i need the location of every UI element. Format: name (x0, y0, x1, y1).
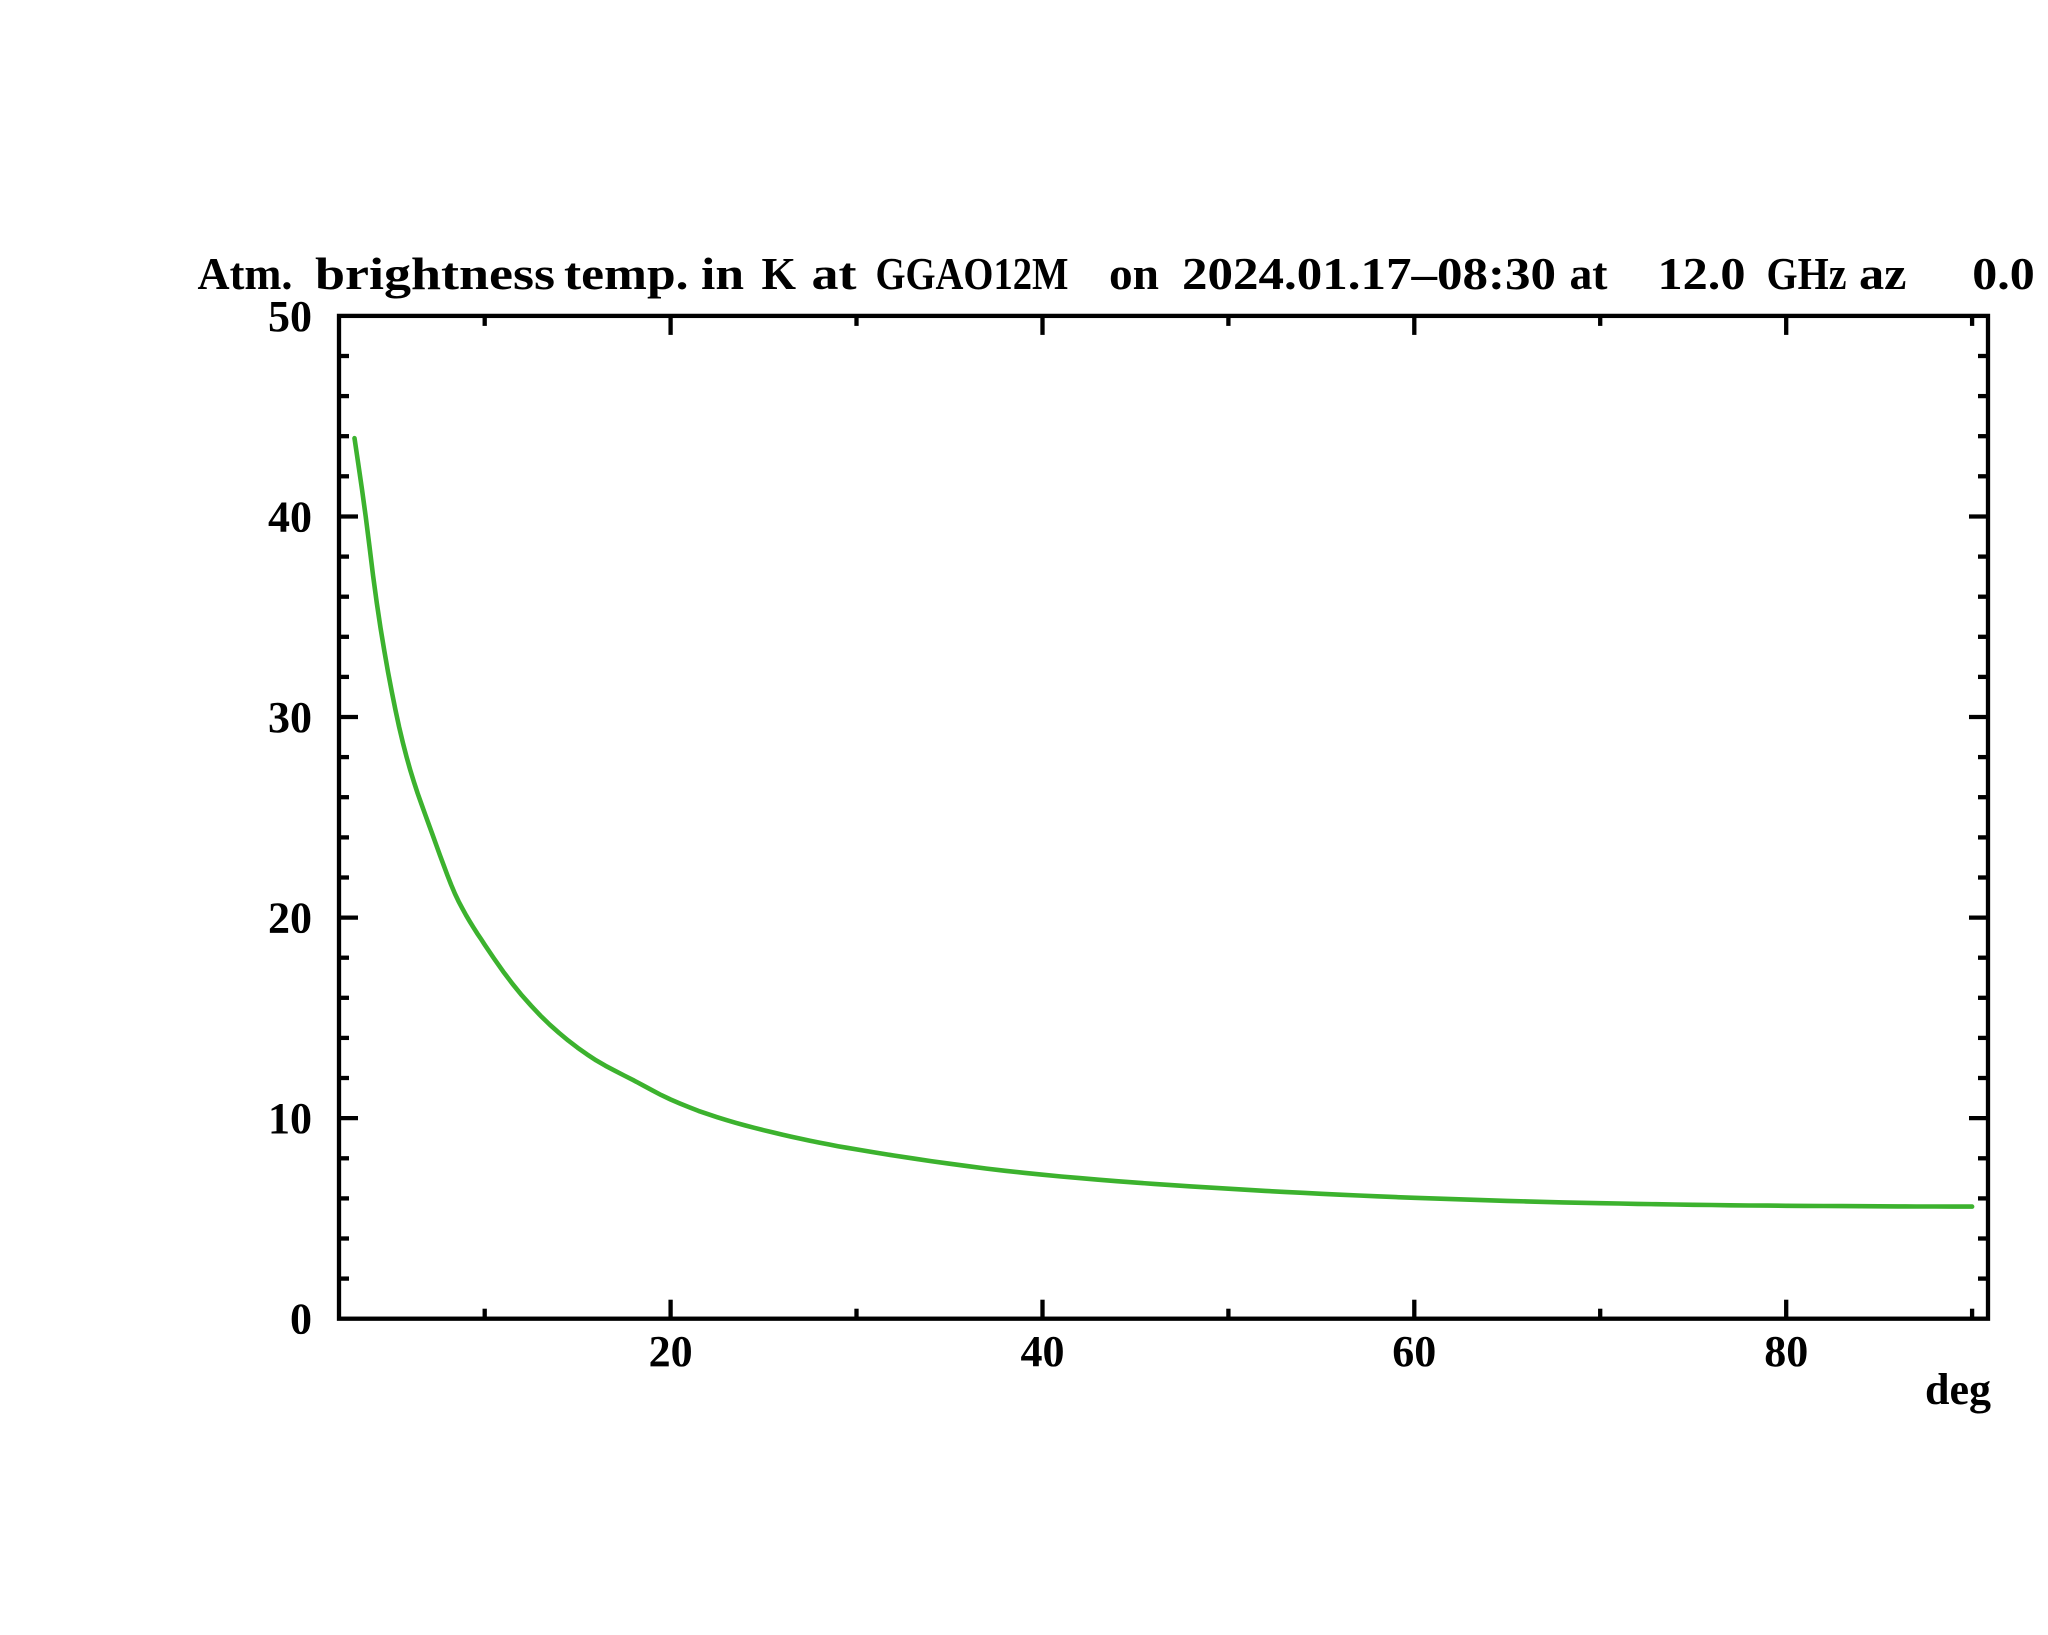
svg-text:30: 30 (268, 693, 312, 742)
svg-text:40: 40 (268, 492, 312, 541)
svg-text:0.0: 0.0 (1972, 248, 2035, 299)
svg-text:50: 50 (268, 292, 312, 341)
svg-text:80: 80 (1764, 1327, 1808, 1376)
svg-text:temp.: temp. (564, 248, 689, 299)
svg-text:on: on (1109, 248, 1159, 299)
svg-text:GGAO12M: GGAO12M (876, 248, 1069, 299)
svg-text:deg: deg (1925, 1365, 1991, 1414)
svg-text:in: in (701, 248, 744, 299)
svg-text:20: 20 (268, 894, 312, 943)
svg-text:az: az (1859, 248, 1907, 299)
svg-text:40: 40 (1021, 1327, 1065, 1376)
svg-text:K: K (762, 248, 797, 299)
svg-text:12.0: 12.0 (1658, 248, 1746, 299)
svg-text:60: 60 (1392, 1327, 1436, 1376)
svg-text:brightness: brightness (315, 248, 555, 299)
svg-text:Atm.: Atm. (198, 248, 293, 299)
svg-text:GHz: GHz (1767, 248, 1847, 299)
svg-text:0: 0 (290, 1295, 312, 1344)
svg-text:10: 10 (268, 1094, 312, 1143)
svg-text:2024.01.17–08:30: 2024.01.17–08:30 (1182, 248, 1556, 299)
svg-text:at: at (812, 248, 858, 299)
svg-text:at: at (1570, 248, 1609, 299)
svg-text:20: 20 (649, 1327, 693, 1376)
